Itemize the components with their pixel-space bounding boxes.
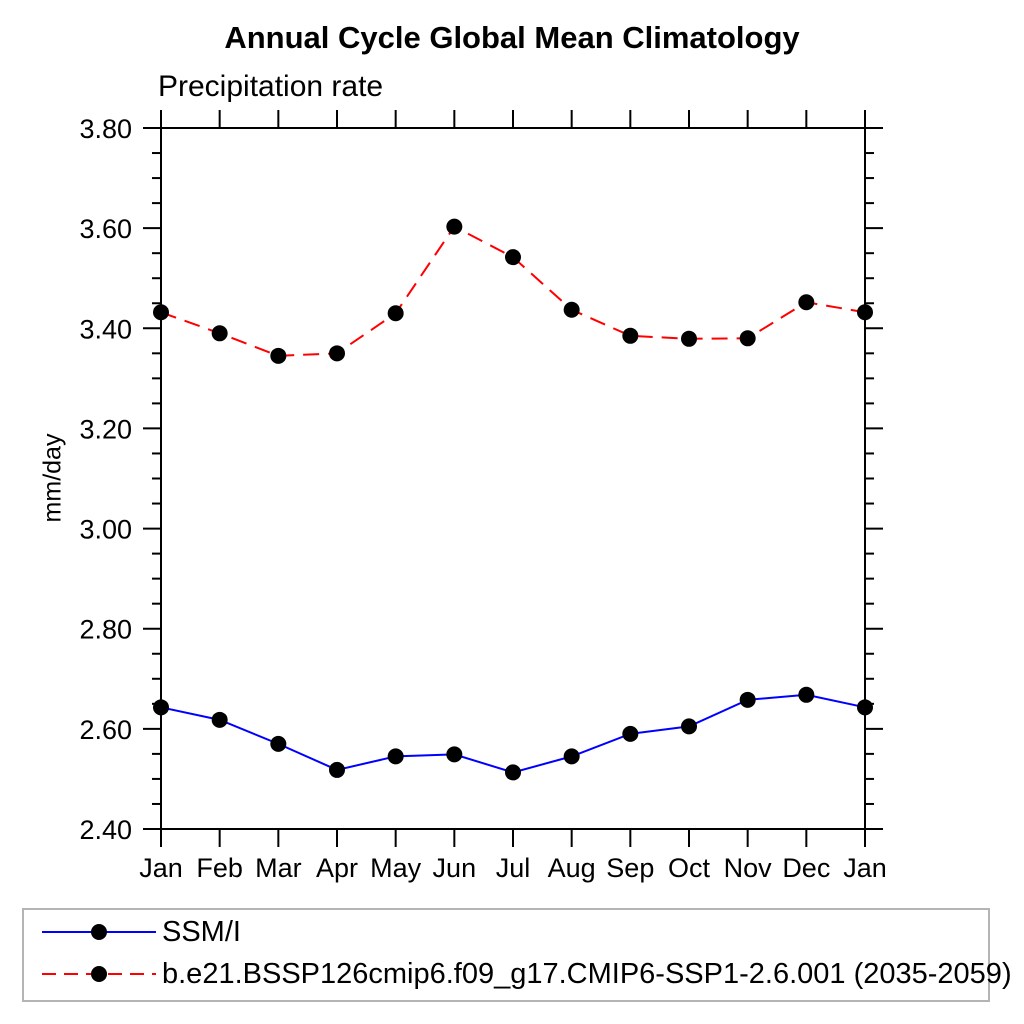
- x-tick-label: Feb: [196, 853, 243, 883]
- y-tick-label: 3.80: [79, 114, 132, 144]
- data-point-marker: [739, 330, 756, 347]
- data-point-marker: [329, 345, 345, 362]
- x-tick-label: Sep: [606, 853, 654, 883]
- legend-item-ssmi: SSM/I: [40, 915, 241, 949]
- data-point-marker: [563, 748, 580, 765]
- data-point-marker: [153, 304, 169, 321]
- legend: SSM/I b.e21.BSSP126cmip6.f09_g17.CMIP6-S…: [22, 908, 1012, 1002]
- data-point-marker: [505, 764, 521, 781]
- data-point-marker: [798, 686, 815, 703]
- legend-line-sample-dashed: [42, 966, 156, 982]
- y-tick-label: 2.60: [79, 715, 132, 745]
- x-tick-label: Mar: [255, 853, 302, 883]
- data-point-marker: [211, 711, 228, 728]
- data-point-marker: [329, 761, 345, 778]
- data-point-marker: [622, 725, 639, 742]
- chart-subtitle: Precipitation rate: [158, 70, 384, 103]
- x-tick-label: Nov: [724, 853, 773, 883]
- x-tick-label: Jan: [139, 853, 183, 883]
- data-point-marker: [857, 699, 873, 716]
- data-point-marker: [563, 301, 580, 318]
- chart-title: Annual Cycle Global Mean Climatology: [224, 20, 800, 55]
- x-tick-label: Apr: [316, 853, 358, 883]
- x-tick-label: Aug: [548, 853, 596, 883]
- data-point-marker: [622, 327, 639, 344]
- y-tick-label: 3.40: [79, 314, 132, 344]
- y-tick-label: 3.20: [79, 414, 132, 444]
- plot-frame: [160, 127, 866, 830]
- x-tick-label: May: [370, 853, 422, 883]
- series-line-1: [160, 225, 866, 357]
- legend-line-sample-solid: [42, 924, 156, 940]
- data-point-marker: [681, 330, 697, 347]
- y-tick-label: 3.00: [79, 515, 132, 545]
- data-point-marker: [211, 325, 228, 342]
- x-tick-label: Dec: [782, 853, 830, 883]
- series-line-0: [160, 693, 866, 774]
- legend-label-model: b.e21.BSSP126cmip6.f09_g17.CMIP6-SSP1-2.…: [162, 957, 1012, 990]
- x-tick-label: Jul: [496, 853, 531, 883]
- data-point-marker: [270, 347, 287, 364]
- data-point-marker: [387, 305, 404, 322]
- data-point-marker: [446, 218, 463, 235]
- data-point-marker: [153, 699, 169, 716]
- legend-item-model: b.e21.BSSP126cmip6.f09_g17.CMIP6-SSP1-2.…: [40, 957, 1012, 991]
- data-point-marker: [387, 748, 404, 765]
- y-tick-label: 3.60: [79, 214, 132, 244]
- y-tick-label: 2.40: [79, 815, 132, 845]
- data-point-marker: [798, 294, 815, 311]
- data-point-marker: [739, 691, 756, 708]
- legend-label-ssmi: SSM/I: [162, 915, 241, 948]
- data-point-marker: [270, 735, 287, 752]
- y-tick-label: 2.80: [79, 615, 132, 645]
- x-tick-label: Oct: [668, 853, 711, 883]
- data-point-marker: [681, 718, 697, 735]
- x-tick-label: Jun: [433, 853, 477, 883]
- data-point-marker: [446, 746, 463, 763]
- x-tick-label: Jan: [843, 853, 887, 883]
- data-point-marker: [857, 304, 873, 321]
- data-point-marker: [505, 249, 521, 266]
